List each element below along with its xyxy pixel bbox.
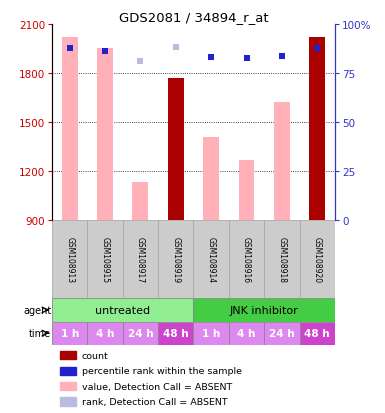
Text: JNK inhibitor: JNK inhibitor: [230, 305, 299, 315]
Text: 1 h: 1 h: [60, 328, 79, 338]
Text: untreated: untreated: [95, 305, 150, 315]
FancyBboxPatch shape: [158, 322, 193, 345]
Text: percentile rank within the sample: percentile rank within the sample: [82, 366, 242, 375]
Bar: [60, 351, 76, 360]
Title: GDS2081 / 34894_r_at: GDS2081 / 34894_r_at: [119, 11, 268, 24]
Text: GSM108920: GSM108920: [313, 237, 322, 282]
Text: rank, Detection Call = ABSENT: rank, Detection Call = ABSENT: [82, 397, 227, 406]
Bar: [239, 161, 254, 221]
FancyBboxPatch shape: [52, 299, 193, 322]
FancyBboxPatch shape: [123, 322, 158, 345]
Text: GSM108914: GSM108914: [207, 237, 216, 282]
FancyBboxPatch shape: [300, 322, 335, 345]
Text: agent: agent: [23, 305, 51, 315]
Text: time: time: [29, 328, 51, 338]
Text: 1 h: 1 h: [202, 328, 220, 338]
FancyBboxPatch shape: [87, 221, 123, 299]
Text: GSM108919: GSM108919: [171, 237, 180, 282]
FancyBboxPatch shape: [300, 221, 335, 299]
Text: GSM108917: GSM108917: [136, 237, 145, 282]
Bar: [309, 38, 325, 221]
Text: 24 h: 24 h: [269, 328, 295, 338]
Bar: [60, 397, 76, 406]
FancyBboxPatch shape: [52, 322, 87, 345]
FancyBboxPatch shape: [229, 221, 264, 299]
FancyBboxPatch shape: [158, 221, 193, 299]
Bar: [203, 137, 219, 221]
FancyBboxPatch shape: [229, 322, 264, 345]
Bar: [60, 382, 76, 390]
Text: 48 h: 48 h: [163, 328, 189, 338]
Text: GSM108916: GSM108916: [242, 237, 251, 282]
FancyBboxPatch shape: [193, 322, 229, 345]
Text: 24 h: 24 h: [127, 328, 153, 338]
Bar: [62, 38, 78, 221]
Text: count: count: [82, 351, 109, 360]
Bar: [168, 78, 184, 221]
Text: GSM108918: GSM108918: [277, 237, 286, 282]
FancyBboxPatch shape: [123, 221, 158, 299]
Bar: [60, 367, 76, 375]
Text: value, Detection Call = ABSENT: value, Detection Call = ABSENT: [82, 382, 232, 391]
Text: GSM108913: GSM108913: [65, 237, 74, 282]
Text: 48 h: 48 h: [305, 328, 330, 338]
FancyBboxPatch shape: [264, 322, 300, 345]
FancyBboxPatch shape: [87, 322, 123, 345]
Bar: [97, 49, 113, 221]
FancyBboxPatch shape: [264, 221, 300, 299]
FancyBboxPatch shape: [193, 221, 229, 299]
Bar: [132, 183, 148, 221]
Text: 4 h: 4 h: [96, 328, 114, 338]
Bar: [274, 103, 290, 221]
Text: GSM108915: GSM108915: [100, 237, 110, 282]
FancyBboxPatch shape: [52, 221, 87, 299]
FancyBboxPatch shape: [193, 299, 335, 322]
Text: 4 h: 4 h: [237, 328, 256, 338]
